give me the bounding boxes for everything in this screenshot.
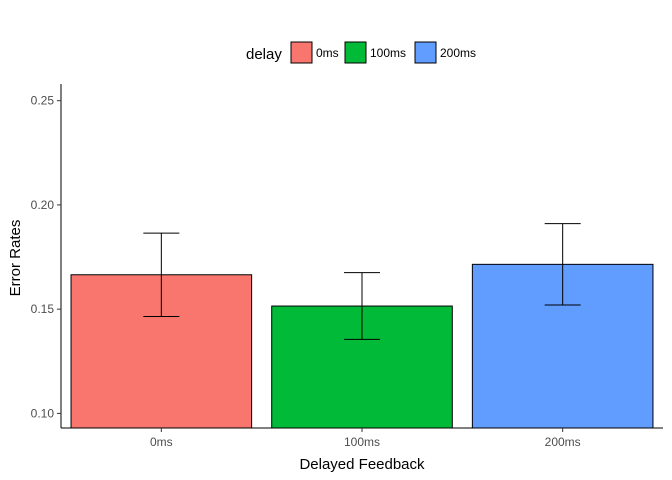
legend-label: 100ms (370, 46, 406, 60)
x-axis-title: Delayed Feedback (299, 456, 425, 473)
x-tick-label: 100ms (344, 435, 380, 449)
legend: delay 0ms 100ms 200ms (246, 41, 476, 64)
y-tick-label: 0.20 (31, 198, 55, 212)
error-bar-100ms (344, 272, 380, 340)
legend-label: 0ms (316, 46, 339, 60)
error-bar-200ms (544, 223, 581, 306)
y-tick-label: 0.10 (31, 406, 55, 420)
error-bar-0ms (143, 232, 180, 317)
legend-key (290, 41, 313, 64)
plot-area: 0.10 0.15 0.20 0.25 0ms 100ms 200ms (31, 84, 663, 449)
legend-label: 200ms (440, 46, 476, 60)
x-tick-label: 0ms (150, 435, 173, 449)
legend-title: delay (246, 46, 282, 63)
legend-entry-200ms: 200ms (414, 41, 476, 64)
x-tick-label: 200ms (545, 435, 581, 449)
y-axis-title: Error Rates (7, 220, 24, 297)
legend-key (344, 41, 367, 64)
y-tick-label: 0.25 (31, 94, 55, 108)
legend-entry-100ms: 100ms (344, 41, 406, 64)
legend-key (414, 41, 437, 64)
y-tick-label: 0.15 (31, 302, 55, 316)
legend-entry-0ms: 0ms (290, 41, 339, 64)
